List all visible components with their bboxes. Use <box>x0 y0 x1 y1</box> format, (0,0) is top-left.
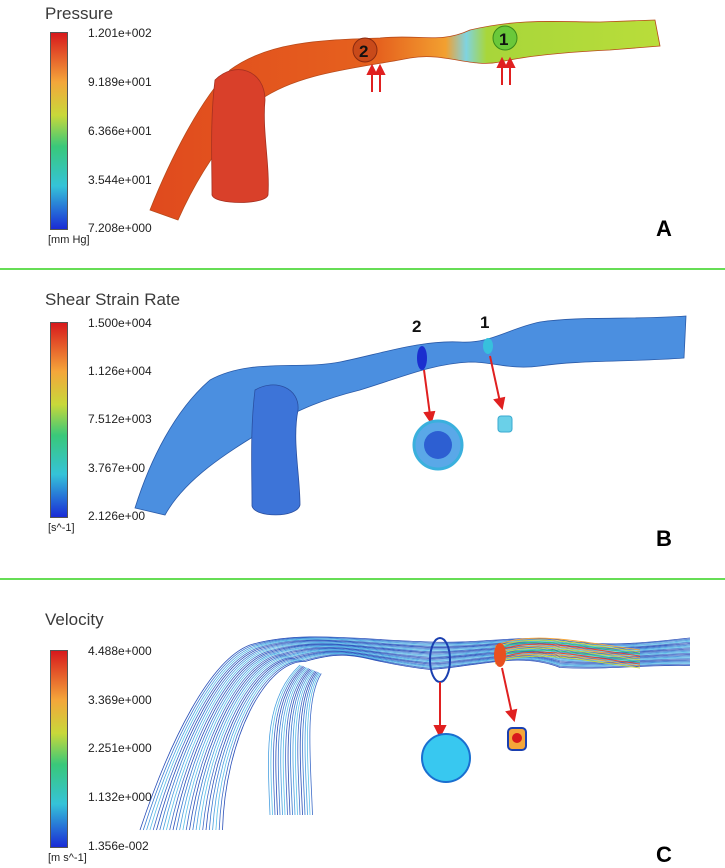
streamline <box>302 671 318 816</box>
streamline <box>162 641 691 831</box>
streamline <box>297 670 316 816</box>
arrow-icon <box>433 667 518 739</box>
colorbar <box>50 322 68 518</box>
streamline <box>156 640 691 831</box>
colorbar-tick: 4.488e+000 <box>88 644 152 658</box>
colorbar-tick: 6.366e+001 <box>88 124 152 138</box>
colorbar-tick: 7.512e+003 <box>88 412 152 426</box>
streamline <box>280 667 307 816</box>
streamline <box>270 665 302 816</box>
vessel-trunk <box>149 19 661 221</box>
streamline <box>222 654 691 831</box>
panel-label: A <box>656 216 672 241</box>
streamline <box>304 672 320 816</box>
streamline <box>287 668 311 816</box>
arrow-icon <box>366 56 516 92</box>
streamline <box>277 666 306 816</box>
arrow-icon <box>423 355 506 425</box>
streamline <box>494 641 641 655</box>
streamline <box>494 653 641 667</box>
streamline <box>272 665 303 816</box>
colorbar-tick: 7.208e+000 <box>88 221 152 235</box>
colorbar-tick: 9.189e+001 <box>88 75 152 89</box>
panel-pressure: Pressure 1.201e+002 9.189e+001 6.366e+00… <box>0 0 725 268</box>
streamline <box>195 649 691 831</box>
colorbar-tick: 1.132e+000 <box>88 790 152 804</box>
panel-title: Velocity <box>45 610 104 629</box>
vessel-branch <box>251 384 301 516</box>
streamline <box>218 654 691 831</box>
cross-section-1 <box>483 338 493 354</box>
colorbar-tick: 1.356e-002 <box>88 839 149 853</box>
colorbar-unit: [s^-1] <box>48 522 75 534</box>
colorbar-tick: 1.201e+002 <box>88 26 152 40</box>
streamline <box>494 643 641 657</box>
colorbar-tick: 2.251e+000 <box>88 741 152 755</box>
colorbar <box>50 32 68 230</box>
panel-shear-strain-rate: Shear Strain Rate 1.500e+004 1.126e+004 … <box>0 270 725 578</box>
streamline <box>189 647 691 831</box>
panel-label: C <box>656 842 672 867</box>
pressure-vessel-model: 2 1 <box>149 19 661 221</box>
streamline <box>307 672 321 816</box>
streamline <box>208 651 691 831</box>
streamline <box>299 671 317 816</box>
streamline <box>494 647 641 661</box>
streamline <box>169 643 691 831</box>
colorbar-tick: 1.126e+004 <box>88 364 152 378</box>
cross-section-2 <box>417 346 427 370</box>
streamline <box>215 653 691 831</box>
streamline <box>182 646 691 831</box>
streamline <box>494 639 641 653</box>
panel-divider <box>0 268 725 270</box>
panel-divider <box>0 578 725 580</box>
vessel-trunk <box>134 315 687 516</box>
shear-vessel-model: 2 1 <box>134 313 687 516</box>
location-label-1: 1 <box>480 313 489 332</box>
streamline <box>205 651 691 831</box>
streamline <box>494 649 641 663</box>
colorbar-unit: [mm Hg] <box>48 234 90 246</box>
streamline <box>212 652 691 831</box>
location-label-2: 2 <box>412 317 421 336</box>
streamline-group <box>139 636 691 831</box>
streamline <box>494 637 641 651</box>
panel-title: Pressure <box>45 4 114 23</box>
streamline <box>175 644 691 831</box>
colorbar-tick: 2.126e+00 <box>88 509 146 523</box>
location-marker-1 <box>492 25 518 51</box>
vessel-branch <box>211 69 269 203</box>
streamline <box>290 669 312 816</box>
cross-section-view-1 <box>497 415 513 433</box>
streamline <box>166 642 691 831</box>
streamline <box>149 638 691 831</box>
cross-section-1 <box>494 643 506 667</box>
location-label-1: 1 <box>499 30 508 49</box>
colorbar-tick: 1.500e+004 <box>88 316 152 330</box>
panel-title: Shear Strain Rate <box>45 290 181 309</box>
colorbar-tick: 3.544e+001 <box>88 173 152 187</box>
panel-label: B <box>656 526 672 551</box>
colorbar-unit: [m s^-1] <box>48 852 87 864</box>
streamline <box>494 655 641 669</box>
colorbar-tick: 3.369e+000 <box>88 693 152 707</box>
velocity-streamlines <box>139 636 691 831</box>
colorbar-tick: 3.767e+00 <box>88 461 146 475</box>
streamline <box>142 637 691 831</box>
streamline <box>275 666 305 816</box>
streamline <box>494 645 641 659</box>
streamline <box>309 673 322 816</box>
location-label-2: 2 <box>359 42 368 61</box>
streamline <box>494 651 641 665</box>
streamline <box>285 668 310 816</box>
streamline <box>292 669 313 816</box>
panel-velocity: Velocity 4.488e+000 3.369e+000 2.251e+00… <box>0 580 725 868</box>
streamline <box>268 664 301 816</box>
streamline <box>294 670 315 816</box>
cross-section-view-2 <box>421 733 471 783</box>
streamline <box>282 667 308 816</box>
location-marker-2 <box>352 37 378 63</box>
colorbar <box>50 650 68 848</box>
streamline <box>202 650 691 831</box>
